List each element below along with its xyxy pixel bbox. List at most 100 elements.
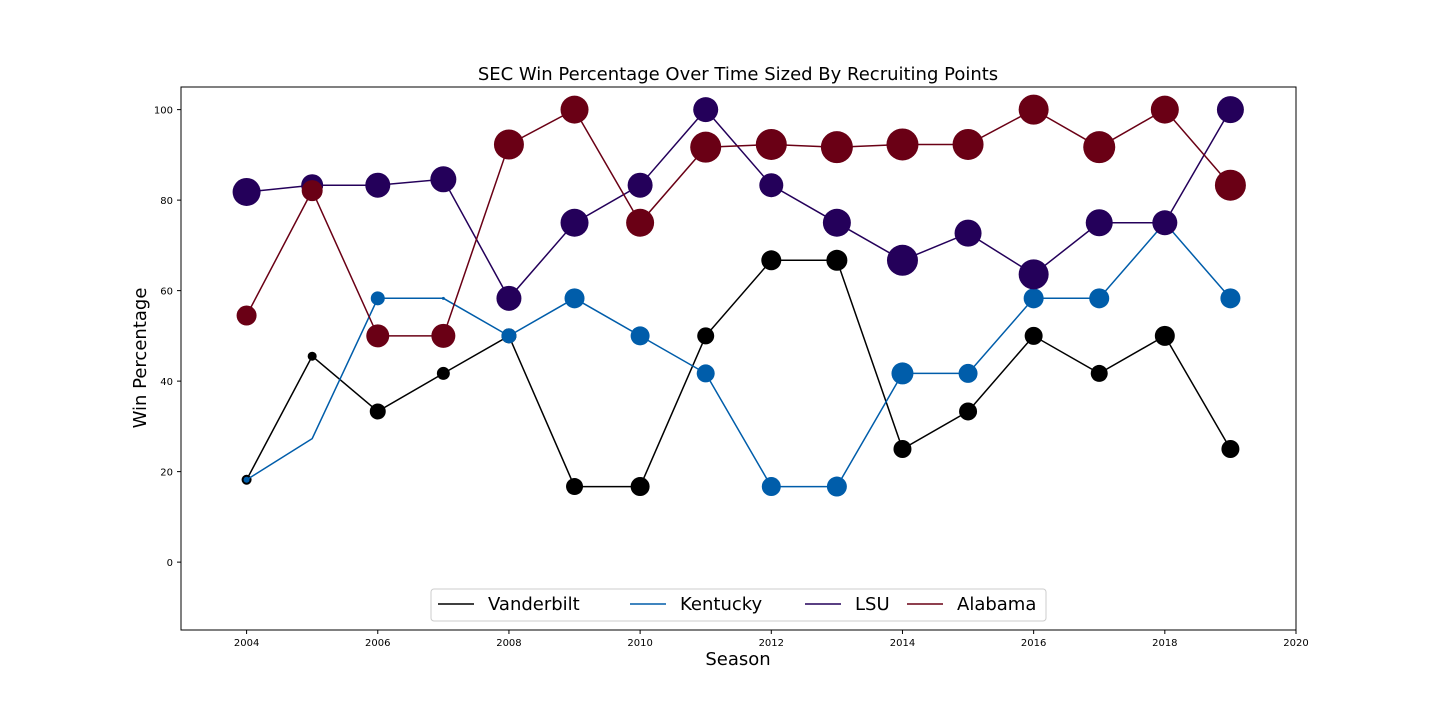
y-tick-label: 80 [160, 196, 173, 207]
x-tick-label: 2004 [234, 638, 259, 649]
data-point-vanderbilt [893, 440, 912, 458]
data-point-lsu [759, 173, 784, 198]
x-axis-label: Season [705, 649, 770, 670]
series-kentucky [243, 217, 1241, 497]
legend-item-lsu: LSU [805, 594, 890, 615]
data-point-lsu [496, 285, 522, 311]
data-point-vanderbilt [1154, 325, 1175, 346]
data-point-lsu [1018, 259, 1049, 290]
data-point-kentucky [958, 363, 978, 383]
y-axis: 0 20 40 60 80 100 [154, 106, 181, 569]
data-point-vanderbilt [436, 366, 450, 380]
x-axis: 2004 2006 2008 2010 2012 2014 2016 2018 2020 [234, 630, 1309, 649]
data-point-alabama [820, 131, 853, 164]
data-point-vanderbilt [630, 477, 650, 497]
y-tick-label: 60 [160, 287, 173, 298]
data-point-vanderbilt [566, 478, 584, 496]
plot-frame [180, 86, 1297, 631]
x-tick-label: 2020 [1283, 638, 1308, 649]
data-point-alabama [1083, 131, 1116, 164]
data-point-kentucky [243, 476, 250, 483]
series-line-vanderbilt [245, 259, 1232, 488]
data-point-alabama [431, 323, 456, 348]
data-point-alabama [301, 180, 323, 202]
data-point-alabama [560, 95, 589, 124]
data-point-kentucky [501, 328, 517, 344]
y-tick-label: 20 [160, 468, 173, 479]
data-point-vanderbilt [697, 327, 715, 345]
x-tick-label: 2014 [890, 638, 915, 649]
legend-item-alabama: Alabama [907, 594, 1036, 615]
legend-label-kentucky: Kentucky [680, 594, 763, 615]
data-point-lsu [1085, 209, 1113, 237]
plot-area [232, 94, 1246, 497]
y-tick-label: 100 [154, 106, 173, 117]
data-point-kentucky [441, 296, 445, 300]
data-point-kentucky [1089, 288, 1110, 309]
y-axis-label: Win Percentage [130, 288, 151, 429]
legend-label-alabama: Alabama [957, 594, 1036, 615]
data-point-lsu [365, 172, 391, 198]
data-point-kentucky [1023, 288, 1044, 309]
data-point-lsu [1216, 96, 1244, 124]
x-tick-label: 2008 [496, 638, 521, 649]
data-point-alabama [952, 128, 984, 160]
series-line-lsu [246, 108, 1232, 300]
legend-label-vanderbilt: Vanderbilt [488, 594, 580, 615]
legend-item-vanderbilt: Vanderbilt [438, 594, 580, 615]
legend-box [430, 588, 1047, 622]
data-point-vanderbilt [959, 402, 978, 421]
x-tick-label: 2010 [627, 638, 652, 649]
data-point-kentucky [761, 477, 781, 497]
data-point-alabama [1214, 169, 1246, 201]
data-point-vanderbilt [826, 249, 848, 271]
legend-label-lsu: LSU [855, 594, 890, 615]
data-point-lsu [954, 219, 982, 247]
data-point-alabama [690, 131, 722, 163]
series-vanderbilt [241, 249, 1240, 497]
data-point-lsu [1152, 210, 1178, 236]
data-point-kentucky [826, 476, 847, 497]
data-point-vanderbilt [1221, 440, 1240, 458]
data-point-lsu [430, 166, 457, 193]
chart-title: SEC Win Percentage Over Time Sized By Re… [478, 64, 998, 85]
data-point-vanderbilt [1090, 364, 1108, 382]
data-point-lsu [560, 208, 589, 237]
data-point-alabama [626, 208, 655, 237]
data-point-vanderbilt [307, 351, 317, 361]
data-point-alabama [755, 128, 787, 160]
data-point-lsu [693, 97, 719, 123]
data-point-alabama [886, 128, 919, 161]
data-point-kentucky [630, 326, 650, 346]
x-tick-label: 2006 [365, 638, 390, 649]
data-point-kentucky [564, 288, 585, 309]
data-point-vanderbilt [761, 250, 782, 271]
data-point-vanderbilt [1024, 326, 1043, 345]
x-tick-label: 2012 [759, 638, 784, 649]
series-line-alabama [245, 108, 1231, 337]
legend: Vanderbilt Kentucky LSU Alabama [430, 588, 1047, 622]
data-point-lsu [886, 244, 918, 276]
data-point-alabama [366, 324, 390, 348]
data-point-alabama [493, 129, 524, 160]
data-point-kentucky [370, 291, 385, 306]
data-point-kentucky [891, 362, 914, 385]
data-point-alabama [1018, 94, 1049, 125]
x-tick-label: 2018 [1152, 638, 1177, 649]
data-point-lsu [232, 177, 261, 206]
data-point-kentucky [1220, 288, 1241, 309]
data-point-lsu [822, 208, 851, 237]
data-point-alabama [236, 305, 257, 326]
series-lsu [232, 96, 1244, 311]
data-point-alabama [1150, 95, 1179, 124]
y-tick-label: 40 [160, 377, 173, 388]
series-line-kentucky [246, 221, 1231, 488]
data-point-lsu [627, 172, 653, 198]
x-tick-label: 2016 [1021, 638, 1046, 649]
data-point-vanderbilt [369, 403, 386, 420]
series-alabama [236, 94, 1246, 348]
y-tick-label: 0 [167, 558, 173, 569]
data-point-kentucky [696, 364, 715, 383]
